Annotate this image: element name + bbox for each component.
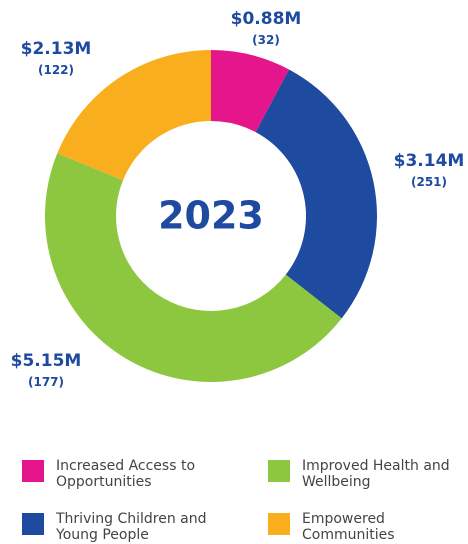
legend-item: Increased Access to Opportunities — [22, 458, 216, 490]
center-label: 2023 — [158, 194, 264, 238]
legend-item: Empowered Communities — [268, 511, 462, 543]
chart: 2023 $0.88M (32) $3.14M (251) $5.15M (177) $2.… — [11, 9, 465, 389]
legend-swatch — [268, 513, 290, 535]
legend-label: Empowered Communities — [302, 511, 395, 543]
value-label: $5.15M — [11, 351, 82, 371]
count-label: (32) — [252, 33, 280, 47]
value-label: $3.14M — [394, 151, 465, 171]
legend-label: Increased Access to Opportunities — [56, 458, 196, 490]
value-label: $2.13M — [21, 39, 92, 59]
donut-slice — [45, 153, 342, 382]
legend-swatch — [268, 460, 290, 482]
count-label: (251) — [411, 175, 447, 189]
value-label: $0.88M — [231, 9, 302, 29]
legend-label: Thriving Children and Young People — [56, 511, 207, 543]
legend-label: Improved Health and Wellbeing — [302, 458, 450, 490]
donut-slice — [211, 50, 290, 133]
legend-item: Thriving Children and Young People — [22, 511, 216, 543]
legend-swatch — [22, 460, 44, 482]
donut-slice — [255, 69, 377, 319]
legend-swatch — [22, 513, 44, 535]
donut-slice — [57, 50, 211, 181]
count-label: (122) — [38, 63, 74, 77]
legend-item: Improved Health and Wellbeing — [268, 458, 462, 490]
count-label: (177) — [28, 375, 64, 389]
